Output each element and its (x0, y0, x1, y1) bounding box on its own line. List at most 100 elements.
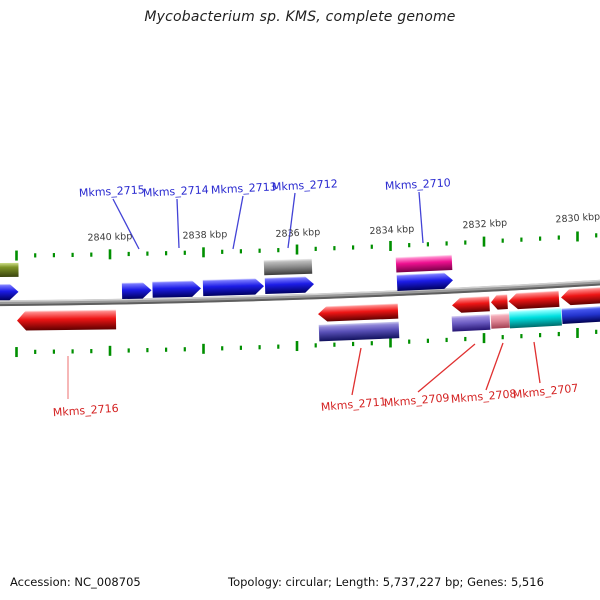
top-ruler-tick-minor (258, 248, 261, 253)
feature-shape (202, 278, 264, 297)
top-ruler-tick-minor (239, 249, 242, 254)
top-ruler-tick-minor (539, 236, 542, 241)
feature-shape (318, 303, 399, 322)
bottom-ruler-tick-minor (557, 331, 560, 337)
leader-line-mkms_2714 (176, 198, 180, 249)
top-ruler-tick-major (108, 249, 112, 260)
accession-text: Accession: NC_008705 (10, 575, 141, 589)
gene-arrow-mkms_2715[interactable] (121, 282, 152, 300)
gene-label-mkms_2708: Mkms_2708 (450, 387, 517, 406)
backbone-layer (0, 279, 600, 307)
gene-label-mkms_2709: Mkms_2709 (383, 391, 450, 410)
top-ruler-tick-minor (221, 249, 224, 254)
feature-shape (318, 321, 400, 342)
feature-shape (396, 272, 453, 292)
bottom-ruler-tick-minor (501, 335, 504, 340)
feature-shape (263, 258, 313, 276)
top-ruler-tick-minor (557, 235, 560, 240)
gene-label-mkms_2711: Mkms_2711 (320, 395, 387, 414)
bottom-ruler-tick-major (15, 347, 18, 358)
gene-arrow-mkms_2710[interactable] (396, 272, 454, 292)
feature-layer (0, 254, 600, 342)
genome-backbone (0, 279, 600, 302)
inner-box-navy-cut[interactable] (561, 305, 600, 325)
bottom-ruler-tick-minor (239, 345, 242, 350)
bottom-ruler-tick-minor (595, 329, 598, 334)
gene-arrow-mkms_2712[interactable] (264, 276, 315, 295)
gene-label-mkms_2713: Mkms_2713 (211, 180, 277, 196)
bottom-ruler-tick-minor (277, 344, 280, 349)
bottom-ruler-tick-major (389, 337, 392, 348)
top-ruler-tick-minor (277, 248, 280, 253)
top-ruler-tick-minor (445, 241, 448, 246)
gene-label-mkms_2716: Mkms_2716 (52, 402, 119, 420)
top-ruler-tick-minor (165, 251, 168, 256)
cds-left-cut[interactable] (0, 283, 19, 301)
outer-box-gray[interactable] (263, 258, 313, 276)
top-ruler-tick-minor (370, 244, 373, 249)
scale-label-2830-kbp: 2830 kbp (555, 211, 600, 225)
top-ruler-tick-major (295, 244, 299, 255)
bottom-ruler-tick-minor (333, 342, 336, 347)
feature-shape (561, 286, 600, 306)
ruler-layer (15, 231, 598, 358)
gene-arrow-mkms_2713[interactable] (202, 278, 264, 297)
bottom-ruler-tick-major (295, 341, 299, 352)
bottom-ruler-tick-minor (127, 348, 130, 353)
bottom-ruler-tick-minor (146, 348, 149, 353)
feature-shape (0, 262, 19, 278)
gene-label-mkms_2712: Mkms_2712 (272, 177, 338, 193)
top-ruler-tick-minor (408, 243, 411, 248)
top-ruler-tick-minor (520, 237, 523, 242)
leader-line-mkms_2709 (417, 343, 476, 393)
scale-label-2836-kbp: 2836 kbp (275, 227, 320, 240)
scale-label-2832-kbp: 2832 kbp (462, 218, 507, 232)
gene-arrow-mkms_2716[interactable] (17, 309, 117, 331)
gene-arrow-mkms_2708[interactable] (491, 294, 508, 310)
bottom-ruler-tick-minor (165, 347, 168, 352)
bottom-ruler-tick-minor (408, 339, 411, 344)
inner-box-slate[interactable] (318, 321, 400, 342)
inner-box-purple[interactable] (451, 314, 491, 332)
gene-arrow-mkms_2709[interactable] (452, 295, 490, 313)
top-ruler-tick-minor (595, 233, 598, 238)
inner-box-salmon[interactable] (490, 313, 510, 329)
top-ruler-tick-minor (52, 253, 55, 258)
outer-box-magenta[interactable] (395, 254, 453, 273)
feature-shape (264, 276, 314, 295)
top-ruler-tick-major (576, 231, 579, 242)
inner-box-cyan[interactable] (509, 307, 562, 329)
bottom-ruler-tick-major (576, 327, 579, 338)
feature-shape (121, 282, 152, 300)
cds-right-cut[interactable] (561, 286, 600, 306)
top-ruler-tick-minor (352, 245, 355, 250)
gene-arrow-mkms_2714[interactable] (152, 280, 201, 298)
genome-backbone (0, 279, 600, 306)
leader-line-mkms_2708 (485, 342, 504, 391)
feature-shape (451, 314, 491, 332)
leader-line-layer (67, 191, 541, 399)
feature-shape (491, 294, 508, 310)
feature-shape (0, 283, 19, 301)
top-ruler-tick-minor (90, 252, 93, 257)
gene-label-mkms_2707: Mkms_2707 (512, 382, 579, 402)
top-ruler-tick-major (202, 247, 205, 258)
feature-shape (152, 280, 201, 298)
gene-label-mkms_2710: Mkms_2710 (385, 176, 451, 192)
bottom-ruler-tick-minor (426, 338, 429, 343)
outer-box-left-cut[interactable] (0, 262, 19, 278)
gene-arrow-mkms_2711[interactable] (318, 303, 399, 322)
leader-line-mkms_2715 (112, 198, 140, 250)
top-ruler-tick-minor (146, 251, 149, 256)
bottom-ruler-tick-minor (52, 349, 55, 354)
bottom-ruler-tick-minor (258, 345, 261, 350)
top-ruler-tick-major (482, 236, 486, 247)
top-ruler-tick-minor (183, 250, 186, 255)
gene-arrow-mkms_2707[interactable] (508, 290, 560, 310)
bottom-ruler-tick-minor (90, 349, 93, 354)
top-ruler-tick-major (389, 240, 392, 251)
top-ruler-tick-minor (127, 251, 130, 257)
top-ruler-tick-minor (426, 242, 429, 247)
feature-shape (509, 307, 562, 329)
